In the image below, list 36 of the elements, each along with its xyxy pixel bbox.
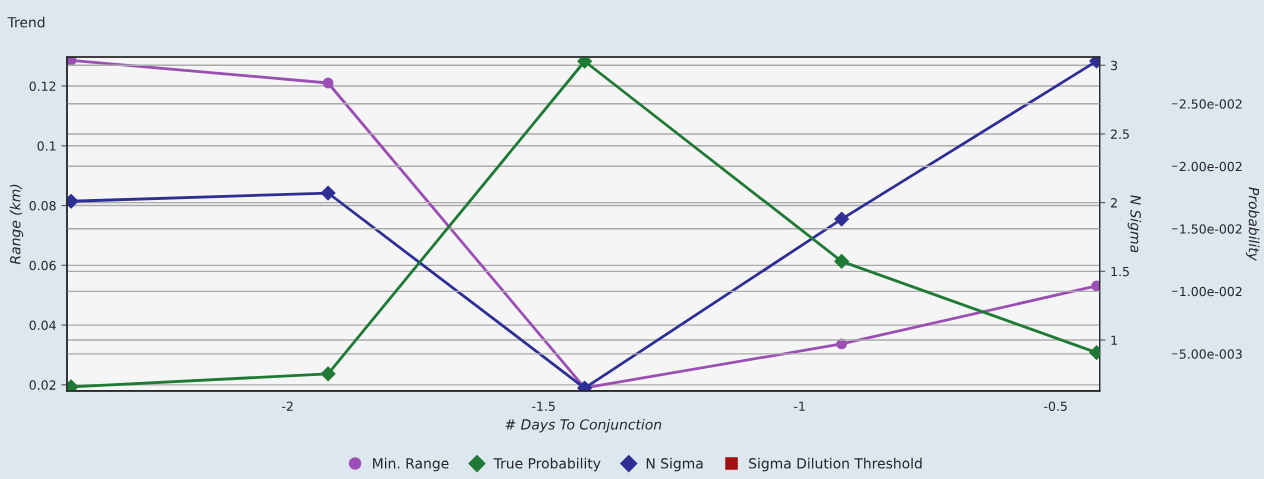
x-tick-label: -1.5	[532, 401, 555, 411]
y3-tick-label: 1.00e-002	[1180, 286, 1242, 297]
y-tick-label: 0.1	[37, 141, 56, 151]
point	[320, 366, 336, 382]
point	[577, 57, 593, 69]
y-tick-label: 0.06	[29, 260, 56, 271]
point	[322, 77, 334, 89]
legend-label: Sigma Dilution Threshold	[749, 457, 922, 472]
legend-label: N Sigma	[646, 457, 703, 472]
point	[320, 185, 336, 201]
legend-label: True Probability	[493, 457, 601, 472]
legend-label: Min. Range	[373, 457, 449, 472]
y-axis-title: Range (km)	[9, 184, 24, 265]
x-tick-label: -1	[794, 401, 805, 411]
y2-tick-label: 1	[1111, 335, 1117, 345]
y-tick-label: 0.04	[29, 320, 56, 331]
y-tick-label: 0.12	[29, 81, 56, 91]
y2-tick-label: 1.5	[1111, 266, 1129, 277]
y2-tick-label: 2.5	[1111, 129, 1129, 139]
x-tick-label: -2	[282, 401, 293, 411]
y2-tick-label: 2	[1111, 198, 1117, 208]
y3-tick-label: 2.00e-002	[1179, 161, 1242, 172]
chart-title: Trend	[7, 16, 45, 28]
y3-tick-label: 5.00e-003	[1179, 349, 1242, 359]
y2-tick-label: 3	[1111, 60, 1118, 71]
y-tick-label: 0.02	[29, 380, 56, 390]
y3-axis-title: Probability	[1245, 187, 1260, 262]
x-axis-title: # Days To Conjunction	[505, 418, 662, 433]
line-series	[66, 57, 1100, 391]
x-tick-label: -0.5	[1044, 401, 1067, 411]
y3-tick-label: 1.50e-002	[1180, 224, 1242, 234]
y3-tick-label: 2.50e-002	[1179, 99, 1242, 109]
point	[834, 211, 850, 227]
point	[834, 253, 850, 269]
y-tick-label: 0.08	[29, 201, 56, 211]
y2-axis-title: N Sigma	[1127, 195, 1142, 253]
